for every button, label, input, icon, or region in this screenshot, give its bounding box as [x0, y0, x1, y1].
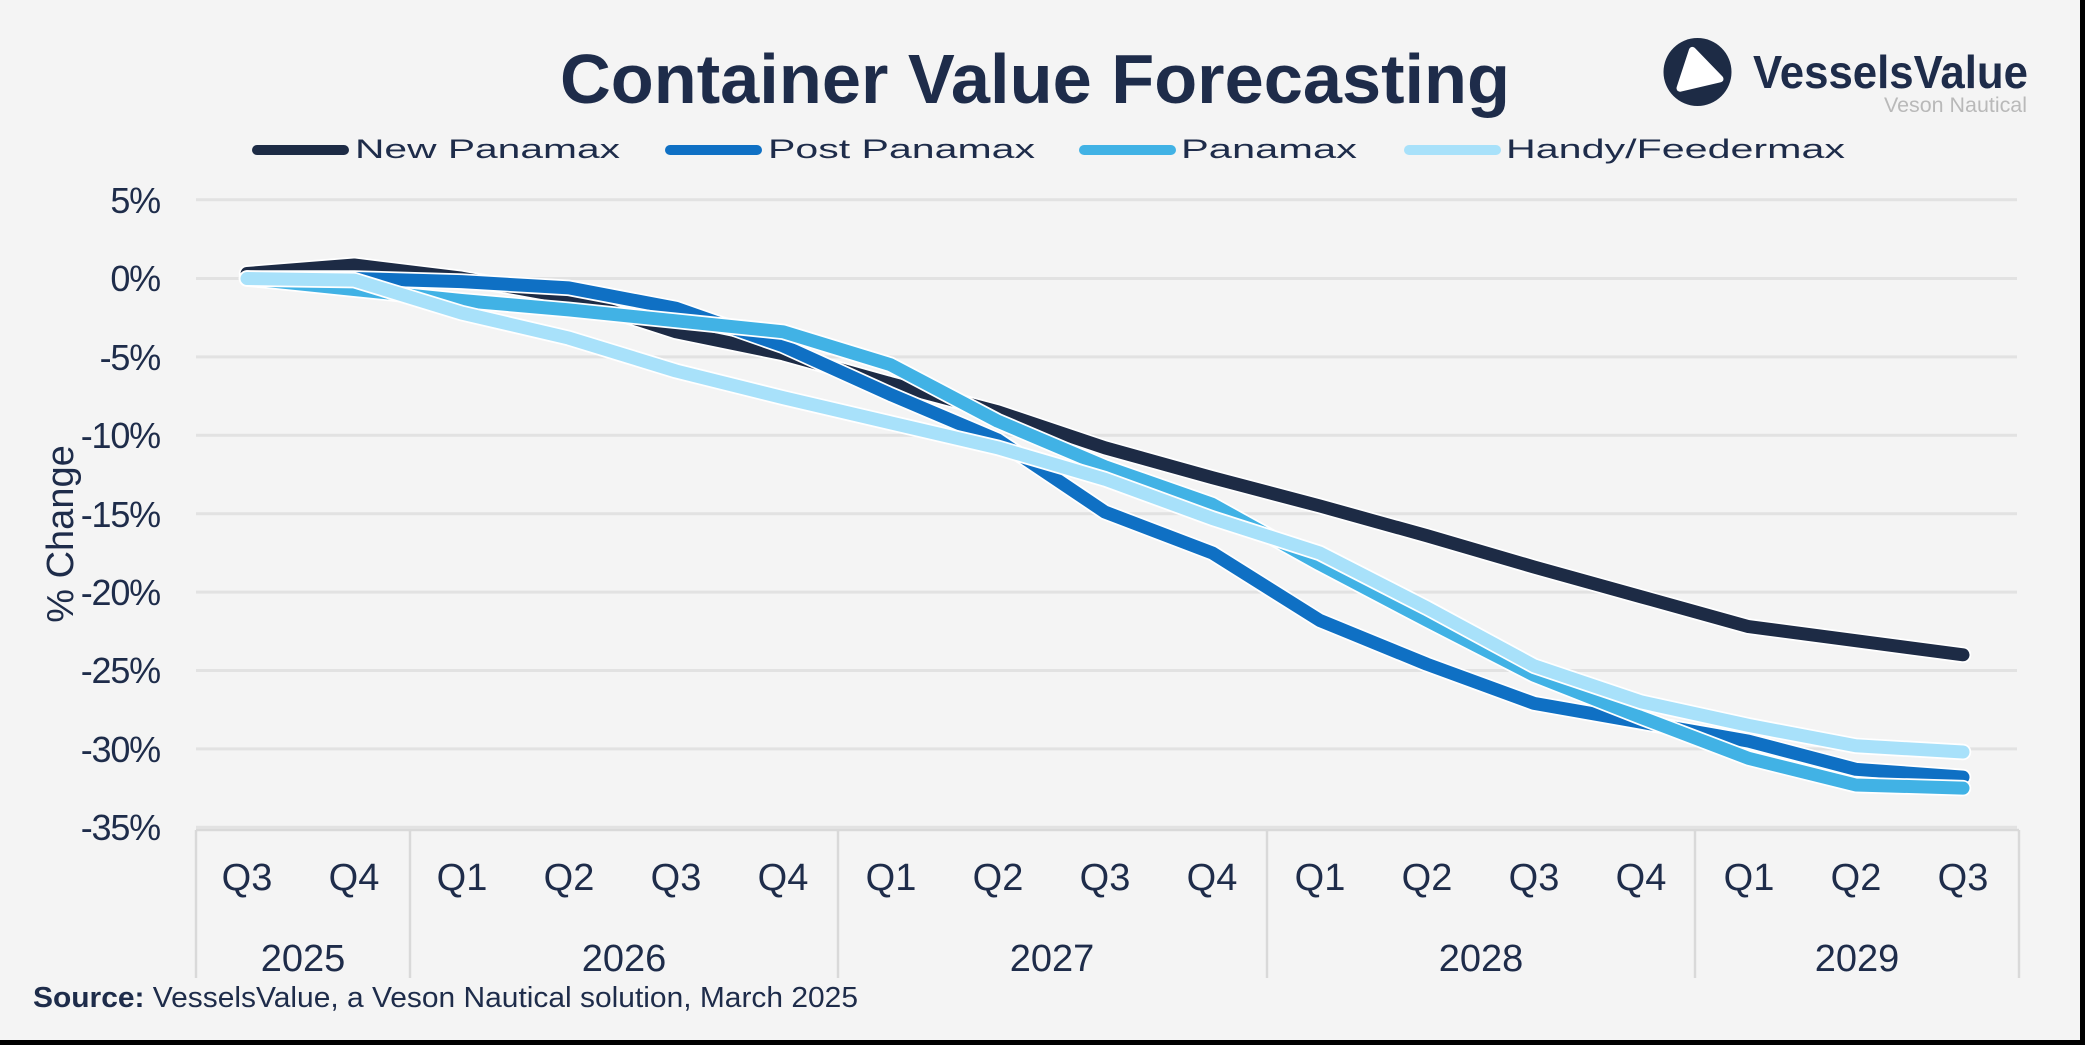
svg-text:New Panamax: New Panamax: [355, 134, 621, 164]
svg-text:-15%: -15%: [81, 494, 160, 535]
svg-text:Q3: Q3: [1080, 857, 1131, 899]
svg-text:2028: 2028: [1439, 938, 1524, 980]
svg-text:Q2: Q2: [1831, 857, 1882, 899]
svg-text:2027: 2027: [1010, 938, 1095, 980]
svg-text:Q4: Q4: [1187, 857, 1238, 899]
svg-text:2029: 2029: [1815, 938, 1900, 980]
svg-text:-10%: -10%: [81, 415, 160, 456]
svg-text:2026: 2026: [582, 938, 667, 980]
svg-text:Handy/Feedermax: Handy/Feedermax: [1506, 134, 1846, 164]
svg-text:Q3: Q3: [222, 857, 273, 899]
svg-text:-30%: -30%: [81, 729, 160, 770]
svg-text:VesselsValue: VesselsValue: [1753, 46, 2028, 98]
svg-text:Q3: Q3: [651, 857, 702, 899]
svg-text:-5%: -5%: [100, 337, 161, 378]
svg-text:Q4: Q4: [329, 857, 380, 899]
svg-text:-25%: -25%: [81, 650, 160, 691]
svg-text:Q3: Q3: [1938, 857, 1989, 899]
svg-text:Q3: Q3: [1509, 857, 1560, 899]
svg-text:% Change: % Change: [40, 445, 82, 622]
svg-text:Veson Nautical: Veson Nautical: [1884, 94, 2027, 117]
svg-text:Q2: Q2: [973, 857, 1024, 899]
svg-text:0%: 0%: [110, 258, 160, 299]
svg-text:Q4: Q4: [758, 857, 809, 899]
svg-text:Source: VesselsValue, a Veson: Source: VesselsValue, a Veson Nautical s…: [33, 982, 858, 1014]
svg-text:5%: 5%: [110, 180, 160, 221]
svg-text:Q4: Q4: [1616, 857, 1667, 899]
svg-text:2025: 2025: [261, 938, 346, 980]
svg-text:Q1: Q1: [437, 857, 488, 899]
svg-text:Q2: Q2: [544, 857, 595, 899]
svg-text:Q1: Q1: [866, 857, 917, 899]
svg-text:-35%: -35%: [81, 807, 160, 848]
svg-text:Container Value Forecasting: Container Value Forecasting: [560, 40, 1510, 118]
svg-text:Q1: Q1: [1295, 857, 1346, 899]
svg-text:Q2: Q2: [1402, 857, 1453, 899]
svg-text:Post Panamax: Post Panamax: [768, 134, 1036, 164]
svg-text:-20%: -20%: [81, 572, 160, 613]
svg-text:Panamax: Panamax: [1181, 134, 1358, 164]
svg-text:Q1: Q1: [1724, 857, 1775, 899]
